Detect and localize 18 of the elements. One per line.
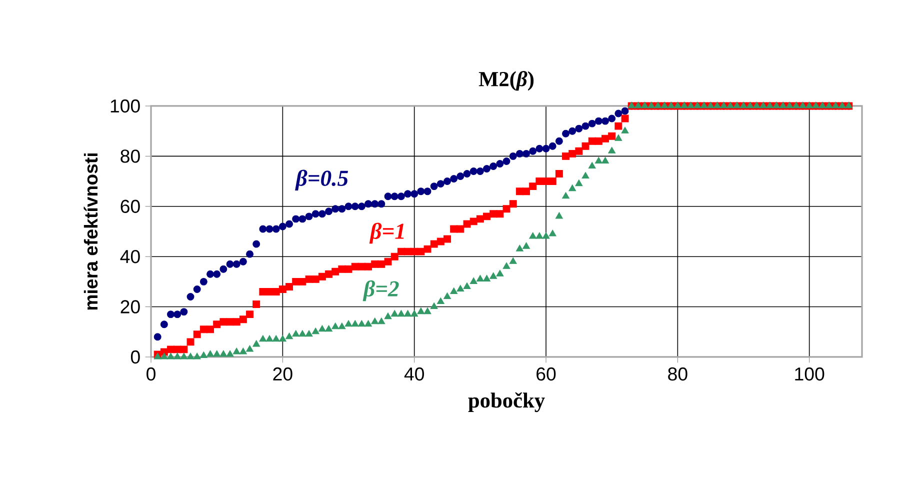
y-tick-label: 0 (130, 350, 140, 364)
x-tick-label: 60 (536, 367, 556, 381)
y-tick-label: 80 (120, 150, 140, 163)
chart-title: M2(β) (478, 71, 534, 91)
x-tick-label: 20 (273, 367, 292, 381)
series-label: β=0.5 (295, 170, 348, 191)
x-axis-title: pobočky (468, 392, 545, 412)
y-tick-label: 20 (120, 300, 140, 314)
x-tick-label: 40 (404, 367, 424, 381)
x-tick-label: 80 (668, 367, 688, 381)
y-tick-label: 40 (120, 250, 140, 264)
x-tick-label: 100 (795, 367, 824, 381)
x-tick-label: 0 (146, 367, 156, 381)
series-label: β=1 (369, 222, 404, 244)
y-tick-label: 100 (110, 99, 140, 113)
series-label: β=2 (362, 280, 399, 302)
y-tick-label: 60 (120, 200, 140, 213)
y-axis-title: miera efektívnosti (84, 153, 98, 310)
